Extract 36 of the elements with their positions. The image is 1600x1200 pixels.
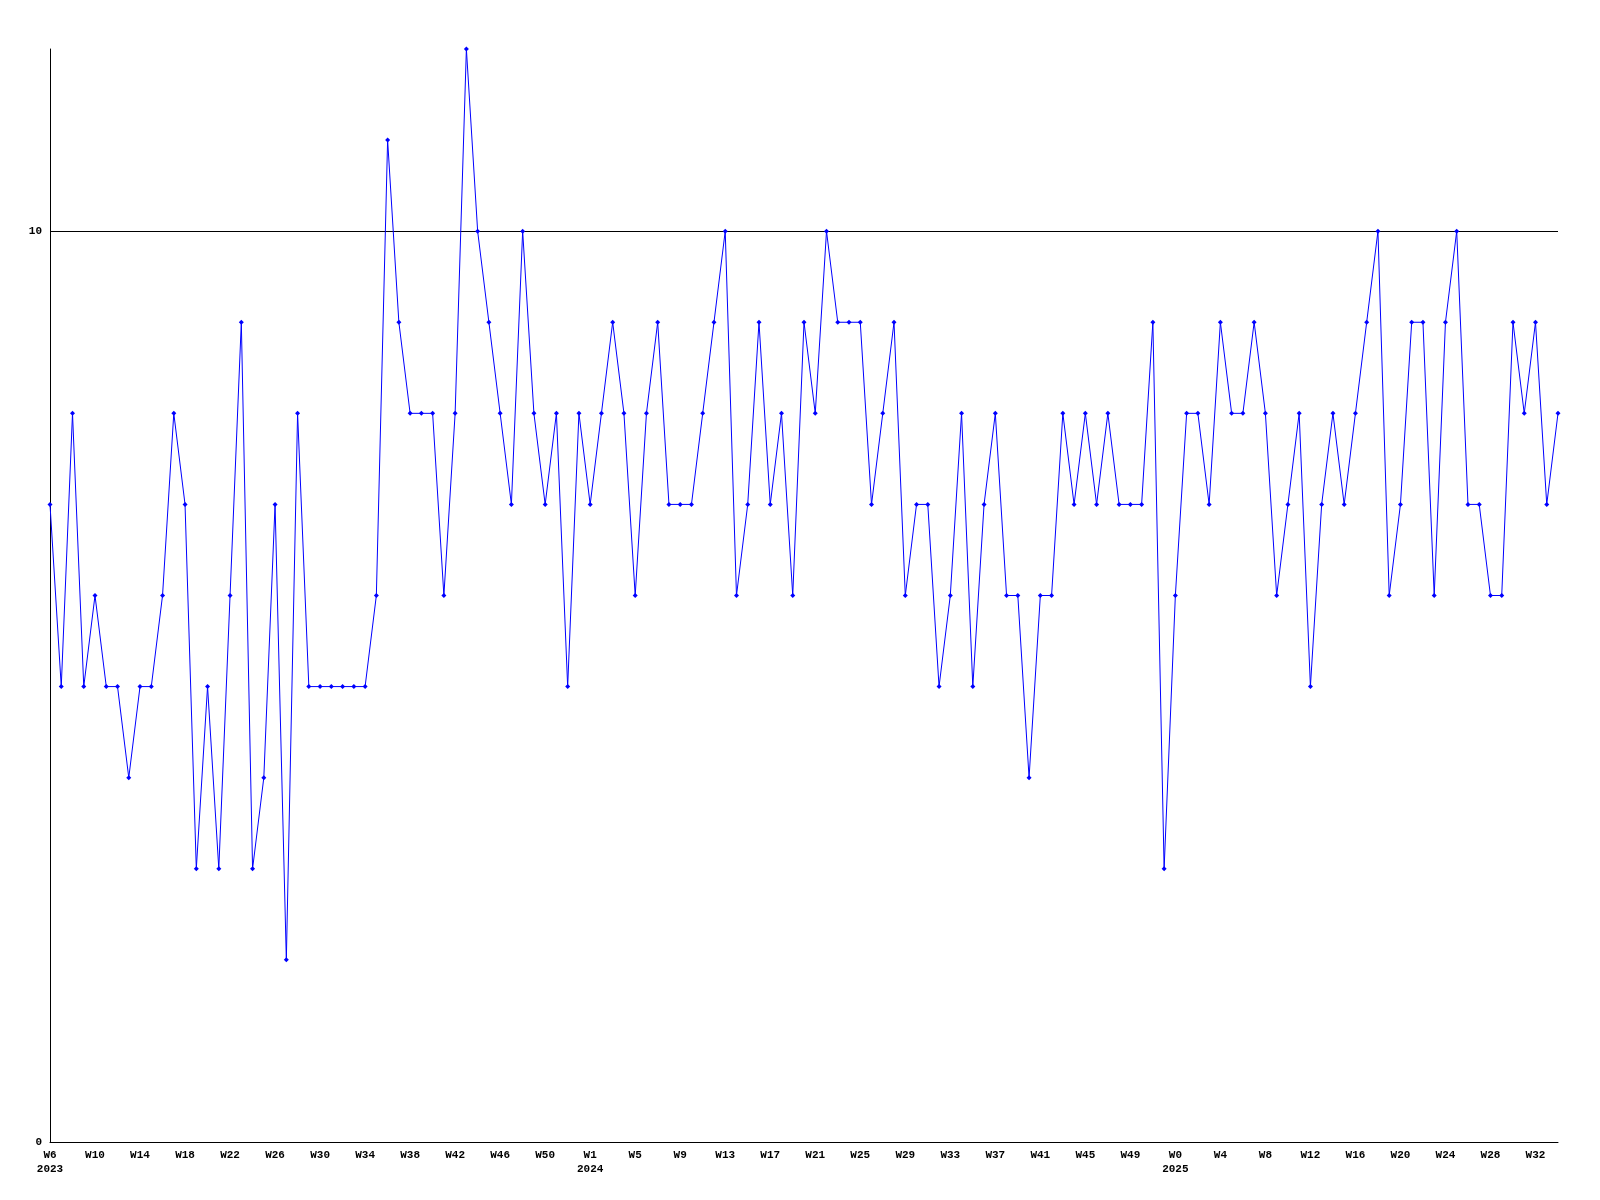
x-tick-label: W17 (760, 1149, 781, 1161)
x-tick-label: W5 (628, 1149, 643, 1161)
x-tick-label: W14 (130, 1149, 151, 1161)
x-tick-label: W30 (310, 1149, 330, 1161)
x-tick-label: W10 (85, 1149, 105, 1161)
x-tick-label: W0 2025 (1162, 1149, 1189, 1175)
y-tick-label: 0 (35, 1136, 42, 1148)
x-tick-label: W20 (1390, 1149, 1411, 1161)
x-tick-label: W22 (220, 1149, 240, 1161)
x-tick-label: W25 (850, 1149, 871, 1161)
x-tick-label: W6 2023 (36, 1149, 64, 1175)
x-tick-label: W42 (445, 1149, 466, 1161)
x-tick-label: W41 (1030, 1149, 1051, 1161)
x-tick-label: W4 (1213, 1149, 1228, 1161)
x-tick-label: W38 (400, 1149, 421, 1161)
x-tick-label: W8 (1258, 1149, 1273, 1161)
x-tick-label: W33 (940, 1149, 961, 1161)
x-tick-label: W37 (985, 1149, 1006, 1161)
y-tick-label: 10 (28, 225, 42, 238)
x-tick-label: W18 (175, 1149, 196, 1161)
x-tick-label: W46 (490, 1149, 511, 1161)
x-tick-label: W26 (265, 1149, 285, 1161)
x-tick-label: W21 (805, 1149, 826, 1161)
x-tick-label: W13 (715, 1149, 736, 1161)
x-tick-label: W12 (1300, 1149, 1321, 1161)
x-tick-label: W1 2024 (576, 1149, 604, 1175)
x-tick-label: W34 (355, 1149, 376, 1161)
x-tick-label: W24 (1435, 1149, 1456, 1161)
x-tick-label: W29 (895, 1149, 916, 1161)
x-tick-label: W32 (1525, 1149, 1546, 1161)
x-tick-label: W50 (535, 1149, 556, 1161)
x-tick-label: W45 (1075, 1149, 1096, 1161)
x-tick-label: W28 (1480, 1149, 1501, 1161)
x-tick-label: W49 (1120, 1149, 1141, 1161)
x-tick-label: W9 (673, 1149, 687, 1161)
x-tick-label: W16 (1345, 1149, 1366, 1161)
